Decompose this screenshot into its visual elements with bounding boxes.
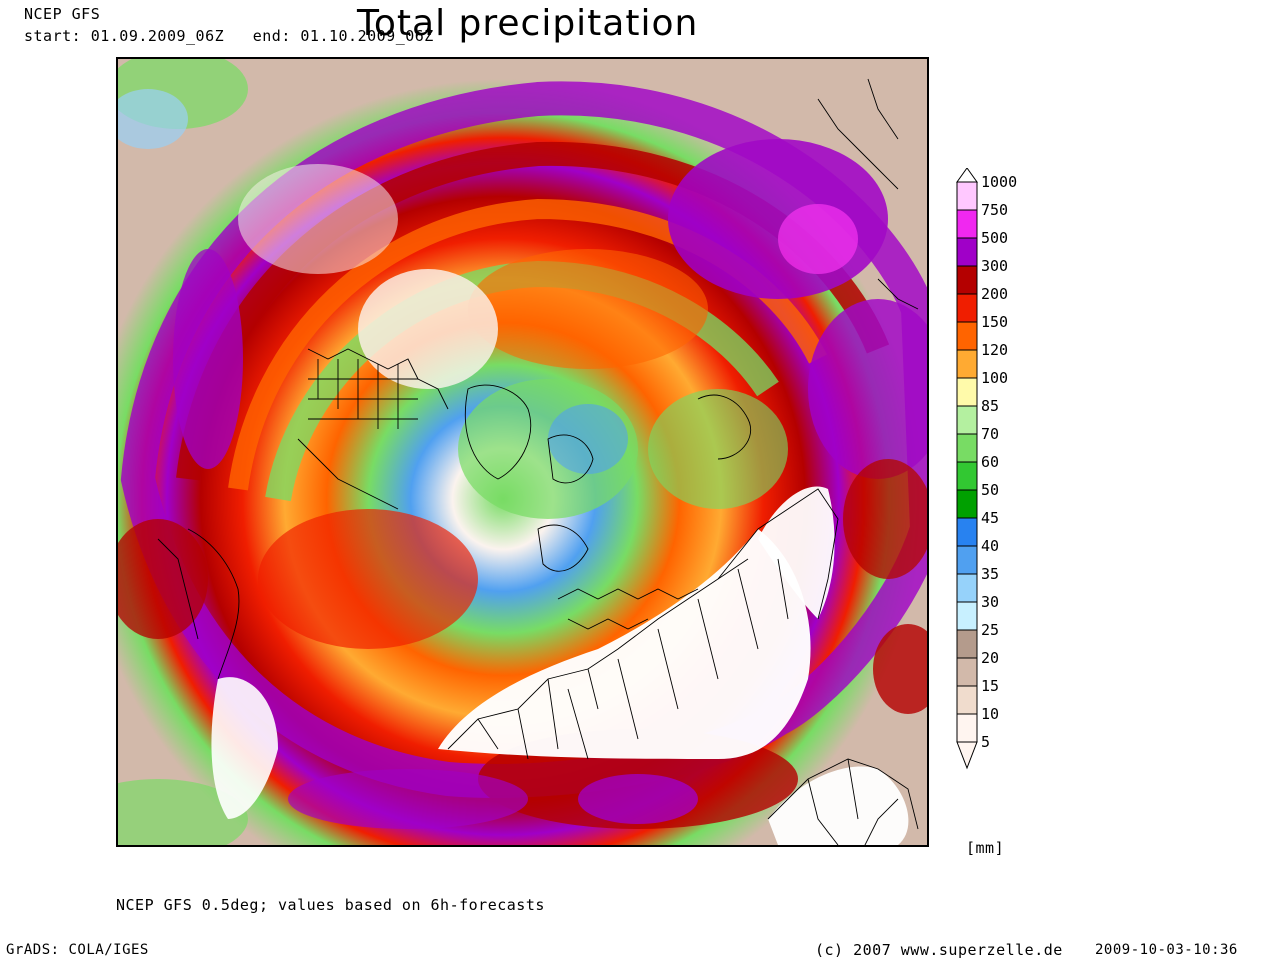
precipitation-map — [116, 57, 929, 847]
legend-level-label: 20 — [981, 649, 1000, 667]
legend-level-label: 1000 — [981, 173, 1018, 191]
legend-swatch — [956, 545, 978, 575]
legend-level-label: 150 — [981, 313, 1009, 331]
legend-swatch — [956, 685, 978, 715]
legend-level-label: 85 — [981, 397, 1000, 415]
legend-level-label: 500 — [981, 229, 1009, 247]
legend-swatch — [956, 181, 978, 211]
copyright: (c) 2007 www.superzelle.de — [815, 941, 1063, 959]
legend-level-label: 40 — [981, 537, 1000, 555]
legend-arrow-bottom — [956, 741, 978, 770]
color-legend: 1000 750 500 300 200 150 120 100 85 70 60 50 45 40 35 3… — [955, 168, 1045, 788]
legend-level-label: 300 — [981, 257, 1009, 275]
legend-level-label: 200 — [981, 285, 1009, 303]
legend-level-label: 45 — [981, 509, 1000, 527]
end-value: 01.10.2009_06Z — [300, 27, 434, 45]
legend-swatch — [956, 461, 978, 491]
legend-swatch — [956, 601, 978, 631]
data-source-note: NCEP GFS 0.5deg; values based on 6h-fore… — [116, 896, 545, 914]
start-label: start: — [24, 27, 82, 45]
legend-level-label: 10 — [981, 705, 1000, 723]
legend-level-label: 120 — [981, 341, 1009, 359]
software-credit: GrADS: COLA/IGES — [6, 942, 149, 958]
legend-level-label: 5 — [981, 733, 991, 751]
legend-swatch — [956, 573, 978, 603]
legend-arrow-top — [956, 168, 978, 183]
legend-swatch — [956, 405, 978, 435]
legend-swatch — [956, 293, 978, 323]
date-range: start: 01.09.2009_06Z end: 01.10.2009_06… — [24, 27, 434, 45]
legend-level-label: 70 — [981, 425, 1000, 443]
map-title: Total precipitation — [357, 3, 699, 44]
legend-swatch — [956, 265, 978, 295]
country-borders — [157, 78, 919, 845]
legend-swatch — [956, 517, 978, 547]
legend-level-label: 25 — [981, 621, 1000, 639]
legend-swatch — [956, 489, 978, 519]
legend-level-label: 15 — [981, 677, 1000, 695]
generated-timestamp: 2009-10-03-10:36 — [1095, 942, 1238, 958]
legend-swatch — [956, 713, 978, 743]
legend-swatch — [956, 209, 978, 239]
legend-swatch — [956, 237, 978, 267]
legend-swatch — [956, 657, 978, 687]
model-label: NCEP GFS — [24, 5, 101, 23]
legend-level-label: 35 — [981, 565, 1000, 583]
start-value: 01.09.2009_06Z — [90, 27, 225, 45]
legend-level-label: 60 — [981, 453, 1000, 471]
legend-swatch — [956, 349, 978, 379]
legend-swatch — [956, 433, 978, 463]
legend-swatch — [956, 377, 978, 407]
unit-label: [mm] — [966, 839, 1005, 857]
end-label: end: — [252, 27, 291, 45]
legend-level-label: 50 — [981, 481, 1000, 499]
legend-level-label: 100 — [981, 369, 1009, 387]
legend-swatch — [956, 629, 978, 659]
legend-swatch — [956, 321, 978, 351]
legend-level-label: 750 — [981, 201, 1009, 219]
legend-level-label: 30 — [981, 593, 1000, 611]
